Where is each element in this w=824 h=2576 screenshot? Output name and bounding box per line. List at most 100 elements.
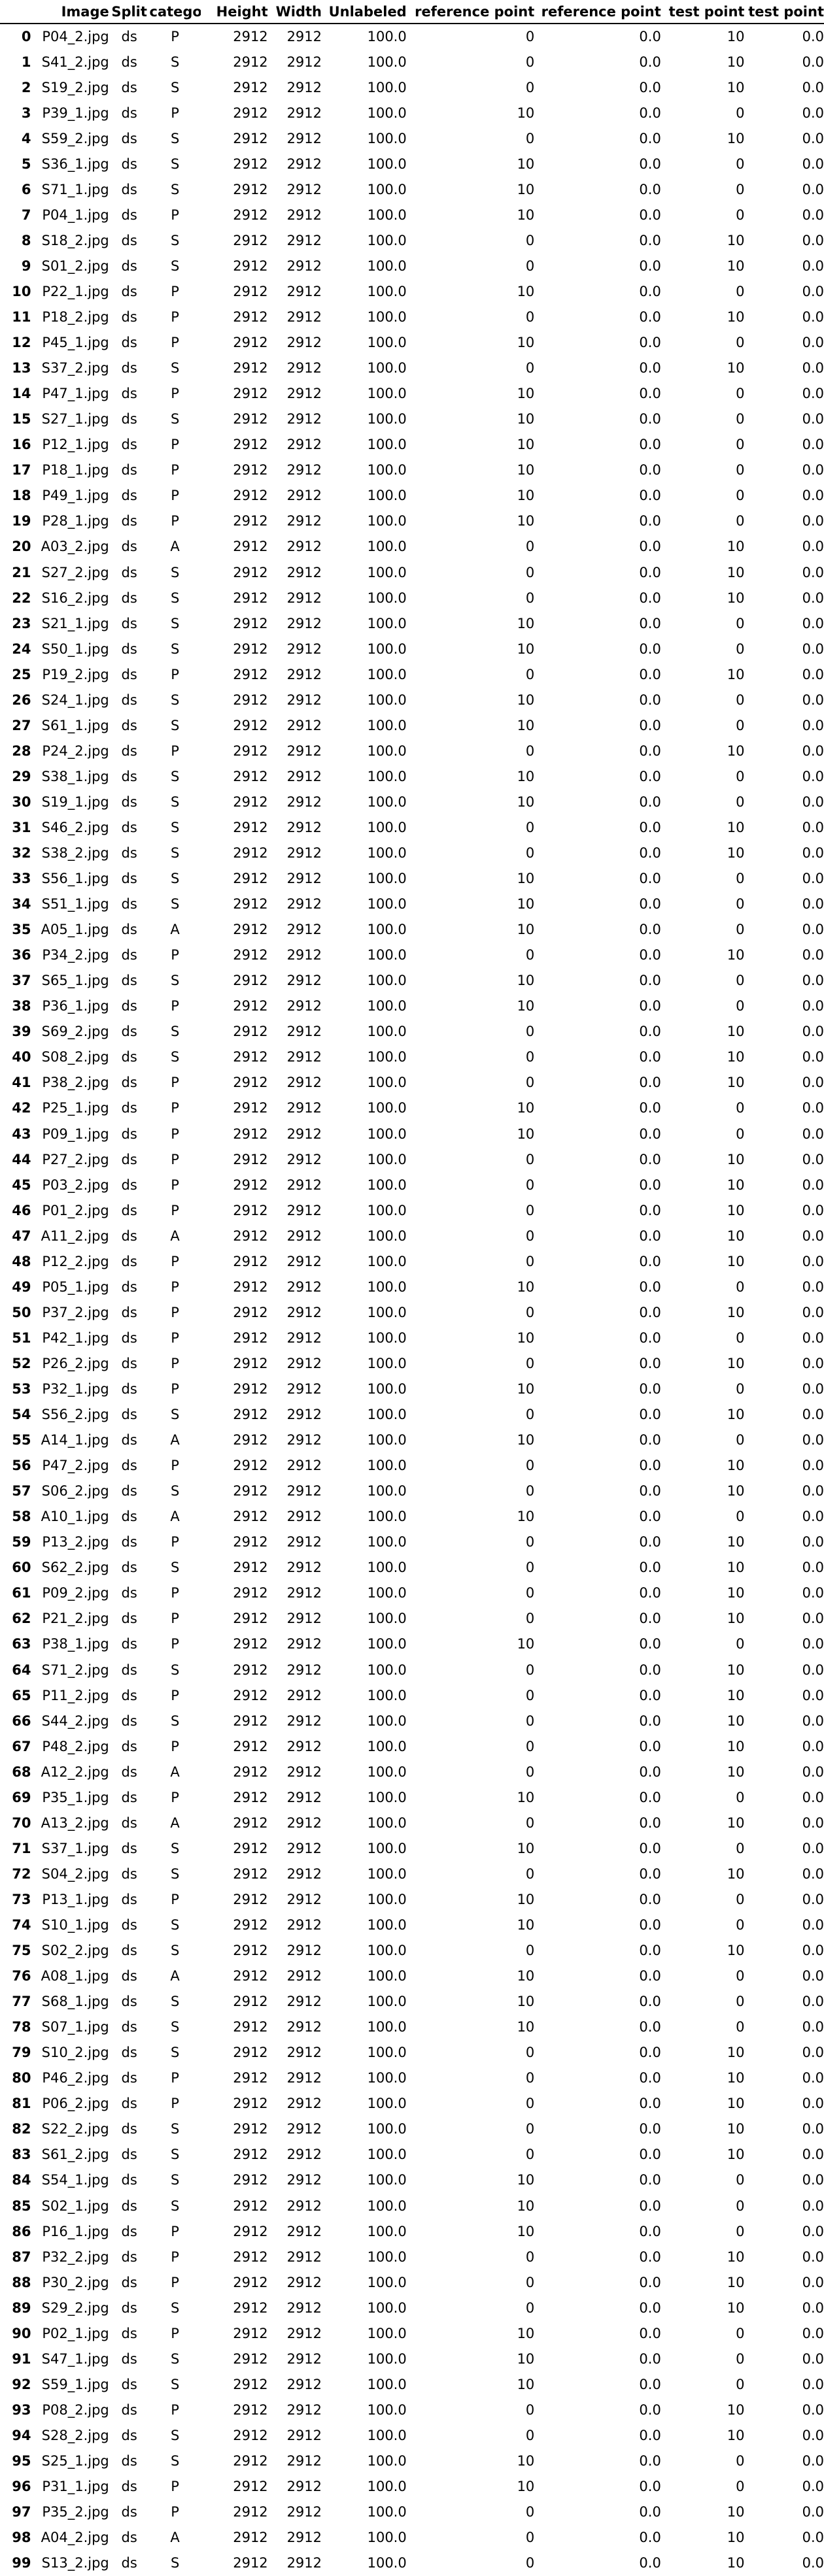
cell-width: 2912 (286, 1279, 322, 1295)
row-index: 54 (12, 1407, 31, 1423)
cell-image: P16_1.jpg (42, 2223, 109, 2239)
cell-test-point-2: 0.0 (802, 1407, 824, 1423)
cell-unlabeled: 100.0 (367, 666, 407, 682)
cell-test-point-1: 0 (736, 156, 745, 172)
cell-test-point-2: 0.0 (802, 2019, 824, 2035)
cell-height: 2912 (233, 2530, 268, 2546)
cell-height: 2912 (233, 1279, 268, 1295)
cell-unlabeled: 100.0 (367, 1177, 407, 1193)
cell-category: P (171, 2479, 179, 2495)
cell-test-point-2: 0.0 (802, 1049, 824, 1065)
row-index: 6 (21, 181, 31, 197)
cell-image: A08_1.jpg (41, 1968, 109, 1984)
cell-test-point-1: 0 (736, 1432, 745, 1448)
cell-reference-point-1: 0 (525, 1228, 535, 1244)
cell-split: ds (121, 2198, 137, 2214)
cell-category: S (170, 1994, 180, 2010)
cell-unlabeled: 100.0 (367, 2479, 407, 2495)
table-row: 25 P19_2.jpg ds P 2912 2912 100.0 0 0.0 10 0.0 (0, 661, 824, 687)
table-row: 57 S06_2.jpg ds S 2912 2912 100.0 0 0.0 10 0.0 (0, 1479, 824, 1504)
cell-category: P (171, 1891, 179, 1907)
cell-category: P (171, 1279, 179, 1295)
cell-height: 2912 (233, 360, 268, 376)
cell-reference-point-1: 0 (525, 590, 535, 606)
cell-test-point-1: 0 (736, 2172, 745, 2188)
cell-split: ds (121, 2325, 137, 2341)
cell-height: 2912 (233, 1968, 268, 1984)
cell-test-point-1: 10 (727, 845, 745, 861)
cell-test-point-2: 0.0 (802, 1075, 824, 1091)
cell-reference-point-1: 0 (525, 1483, 535, 1499)
cell-reference-point-1: 10 (517, 1381, 535, 1397)
cell-image: S47_1.jpg (41, 2350, 109, 2367)
row-index: 13 (12, 360, 31, 376)
row-index: 51 (12, 1330, 31, 1346)
cell-test-point-1: 10 (727, 2249, 745, 2265)
cell-split: ds (121, 922, 137, 938)
cell-test-point-2: 0.0 (802, 232, 824, 248)
cell-reference-point-1: 0 (525, 309, 535, 326)
cell-split: ds (121, 1994, 137, 2010)
cell-test-point-1: 0 (736, 2452, 745, 2469)
cell-width: 2912 (286, 1151, 322, 1167)
cell-category: A (170, 1968, 180, 1984)
cell-test-point-2: 0.0 (802, 2452, 824, 2469)
cell-test-point-1: 10 (727, 2401, 745, 2418)
table-row: 24 S50_1.jpg ds S 2912 2912 100.0 10 0.0 0 0.0 (0, 636, 824, 662)
cell-category: P (171, 947, 179, 963)
cell-height: 2912 (233, 156, 268, 172)
row-index: 89 (12, 2300, 31, 2316)
cell-unlabeled: 100.0 (367, 2070, 407, 2086)
cell-reference-point-2: 0.0 (639, 1840, 661, 1856)
cell-unlabeled: 100.0 (367, 819, 407, 835)
cell-reference-point-2: 0.0 (639, 1279, 661, 1295)
cell-unlabeled: 100.0 (367, 2452, 407, 2469)
cell-height: 2912 (233, 1662, 268, 1678)
cell-reference-point-2: 0.0 (639, 1483, 661, 1499)
cell-reference-point-1: 0 (525, 1458, 535, 1474)
cell-image: P37_2.jpg (42, 1304, 109, 1320)
cell-unlabeled: 100.0 (367, 1407, 407, 1423)
cell-unlabeled: 100.0 (367, 1916, 407, 1933)
cell-category: P (171, 1687, 179, 1703)
cell-test-point-2: 0.0 (802, 105, 824, 121)
cell-width: 2912 (286, 1126, 322, 1142)
row-index: 5 (21, 156, 31, 172)
cell-split: ds (121, 717, 137, 733)
cell-height: 2912 (233, 130, 268, 146)
table-row: 30 S19_1.jpg ds S 2912 2912 100.0 10 0.0 0 0.0 (0, 789, 824, 815)
cell-split: ds (121, 1304, 137, 1320)
table-row: 52 P26_2.jpg ds P 2912 2912 100.0 0 0.0 10 0.0 (0, 1350, 824, 1377)
cell-reference-point-1: 0 (525, 258, 535, 274)
cell-reference-point-2: 0.0 (639, 1585, 661, 1601)
table-row: 91 S47_1.jpg ds S 2912 2912 100.0 10 0.0 0 0.0 (0, 2346, 824, 2371)
table-row: 20 A03_2.jpg ds A 2912 2912 100.0 0 0.0 10 0.0 (0, 533, 824, 560)
cell-width: 2912 (286, 1024, 322, 1040)
cell-image: P31_1.jpg (42, 2479, 109, 2495)
cell-category: S (170, 258, 180, 274)
cell-image: S68_1.jpg (41, 1994, 109, 2010)
cell-test-point-2: 0.0 (802, 488, 824, 504)
cell-width: 2912 (286, 2452, 322, 2469)
cell-unlabeled: 100.0 (367, 283, 407, 299)
cell-height: 2912 (233, 2555, 268, 2571)
cell-reference-point-1: 0 (525, 1202, 535, 1218)
cell-test-point-2: 0.0 (802, 2300, 824, 2316)
table-row: 11 P18_2.jpg ds P 2912 2912 100.0 0 0.0 10 0.0 (0, 305, 824, 330)
cell-test-point-1: 10 (727, 1458, 745, 1474)
cell-reference-point-2: 0.0 (639, 845, 661, 861)
cell-image: P08_2.jpg (42, 2401, 109, 2418)
cell-height: 2912 (233, 1636, 268, 1652)
cell-image: A13_2.jpg (41, 1815, 109, 1831)
row-index: 56 (12, 1458, 31, 1474)
cell-reference-point-1: 0 (525, 947, 535, 963)
row-index: 30 (12, 794, 31, 810)
row-index: 57 (12, 1483, 31, 1499)
cell-category: P (171, 283, 179, 299)
cell-category: P (171, 1636, 179, 1652)
cell-reference-point-1: 10 (517, 973, 535, 989)
cell-reference-point-2: 0.0 (639, 1994, 661, 2010)
cell-test-point-1: 10 (727, 29, 745, 45)
cell-height: 2912 (233, 181, 268, 197)
cell-width: 2912 (286, 743, 322, 759)
